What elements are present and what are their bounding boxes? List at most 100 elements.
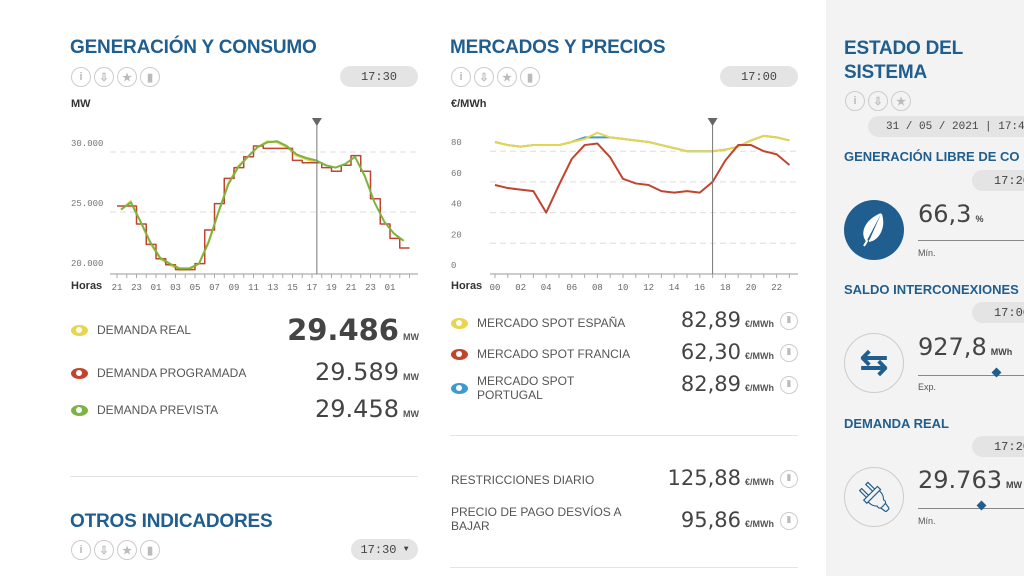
eye-icon[interactable] xyxy=(451,382,468,394)
exchange-arrows-icon: ⇆ xyxy=(844,333,904,393)
legend-spot-francia[interactable]: MERCADO SPOT FRANCIA xyxy=(451,347,630,361)
mer-time[interactable]: 17:00 xyxy=(720,66,798,87)
estado-datetime[interactable]: 31 / 05 / 2021 | 17:4 xyxy=(868,116,1024,137)
x-tick-label: 19 xyxy=(326,283,337,293)
y-tick-label: 25.000 xyxy=(71,199,103,209)
x-tick-label: 20 xyxy=(746,283,757,293)
info-icon[interactable]: i xyxy=(71,540,91,560)
divider xyxy=(70,476,418,477)
scale-min-label: Mín. xyxy=(918,248,936,258)
legend-demanda-prevista[interactable]: DEMANDA PREVISTA xyxy=(71,403,218,417)
info-icon[interactable]: i xyxy=(845,91,865,111)
mer-actions: i ⇩ ★ ▮ xyxy=(451,67,540,87)
divider xyxy=(450,435,798,436)
star-icon[interactable]: ★ xyxy=(117,67,137,87)
block-title: SALDO INTERCONEXIONES xyxy=(844,282,1019,297)
legend-label: DEMANDA PROGRAMADA xyxy=(97,366,247,380)
y-tick-label: 40 xyxy=(451,200,462,210)
x-tick-label: 23 xyxy=(131,283,142,293)
block-title: DEMANDA REAL xyxy=(844,416,949,431)
download-icon[interactable]: ⇩ xyxy=(868,91,888,111)
star-icon[interactable]: ★ xyxy=(497,67,517,87)
x-tick-label: 05 xyxy=(190,283,201,293)
caret-down-icon: ▼ xyxy=(403,545,409,554)
series-line xyxy=(120,140,405,270)
info-icon[interactable]: i xyxy=(71,67,91,87)
legend-label: MERCADO SPOT ESPAÑA xyxy=(477,316,626,330)
series-line xyxy=(494,142,791,214)
eye-icon[interactable] xyxy=(451,317,468,329)
demanda-real-value: 29.486 MW xyxy=(287,313,419,347)
block-time[interactable]: 17:20 xyxy=(972,170,1024,191)
x-tick-label: 23 xyxy=(365,283,376,293)
value: 82,89 xyxy=(680,372,741,396)
x-tick-label: 02 xyxy=(515,283,526,293)
otros-actions: i ⇩ ★ ▮ xyxy=(71,540,160,560)
chart-icon[interactable]: ▮ xyxy=(780,312,798,330)
y-tick-label: 80 xyxy=(451,138,462,148)
chart-icon[interactable]: ▮ xyxy=(140,67,160,87)
star-icon[interactable]: ★ xyxy=(117,540,137,560)
x-tick-label: 11 xyxy=(248,283,259,293)
value: 66,3 xyxy=(918,200,972,228)
chart-icon[interactable]: ▮ xyxy=(780,344,798,362)
unit: MW xyxy=(1005,480,1022,490)
chart-icon[interactable]: ▮ xyxy=(780,512,798,530)
value: 125,88 xyxy=(667,466,741,490)
unit: €/MWh xyxy=(745,519,774,529)
download-icon[interactable]: ⇩ xyxy=(474,67,494,87)
unit: MWh xyxy=(990,347,1013,357)
value: 29.458 xyxy=(315,395,399,423)
legend-demanda-programada[interactable]: DEMANDA PROGRAMADA xyxy=(71,366,246,380)
block-time[interactable]: 17:00 xyxy=(972,302,1024,323)
chart-icon[interactable]: ▮ xyxy=(780,470,798,488)
mer-title: MERCADOS Y PRECIOS xyxy=(450,37,666,58)
estado-panel: ESTADO DEL SISTEMA i ⇩ ★ 31 / 05 / 2021 | … xyxy=(826,0,1024,576)
gen-title: GENERACIÓN Y CONSUMO xyxy=(70,37,317,58)
eye-icon[interactable] xyxy=(71,404,88,416)
spot-espana-value: 82,89 €/MWh ▮ xyxy=(681,308,798,332)
eye-icon[interactable] xyxy=(71,324,88,336)
mer-chart: 0 20 40 60 80 00 02 04 06 08 10 12 14 16 18 20 22 xyxy=(451,118,798,293)
block-time[interactable]: 17:20 xyxy=(972,436,1024,457)
range-scale xyxy=(918,375,1024,376)
legend-spot-portugal[interactable]: MERCADO SPOT PORTUGAL xyxy=(451,374,611,402)
chart-icon[interactable]: ▮ xyxy=(520,67,540,87)
y-tick-label: 30.000 xyxy=(71,139,103,149)
spot-francia-value: 62,30 €/MWh ▮ xyxy=(681,340,798,364)
eye-icon[interactable] xyxy=(71,367,88,379)
range-scale xyxy=(918,508,1024,509)
scale-min-label: Mín. xyxy=(918,516,936,526)
demanda-real-sistema-value: 29.763 MW xyxy=(918,466,1022,494)
value: 29.486 xyxy=(287,313,399,347)
value: 29.763 xyxy=(918,466,1002,494)
mer-x-label: Horas xyxy=(451,280,483,292)
x-tick-label: 09 xyxy=(229,283,240,293)
scale-exp-label: Exp. xyxy=(918,382,937,392)
unit: MW xyxy=(403,409,419,419)
x-tick-label: 04 xyxy=(541,283,552,293)
download-icon[interactable]: ⇩ xyxy=(94,540,114,560)
series-line xyxy=(494,131,790,153)
info-icon[interactable]: i xyxy=(451,67,471,87)
star-icon[interactable]: ★ xyxy=(891,91,911,111)
current-time-marker xyxy=(311,118,322,126)
chart-icon[interactable]: ▮ xyxy=(780,376,798,394)
leaf-icon xyxy=(844,200,904,260)
download-icon[interactable]: ⇩ xyxy=(94,67,114,87)
legend-spot-espana[interactable]: MERCADO SPOT ESPAÑA xyxy=(451,316,625,330)
restricciones-value: 125,88 €/MWh ▮ xyxy=(668,466,798,490)
otros-time-select[interactable]: 17:30 ▼ xyxy=(351,539,418,560)
gen-time[interactable]: 17:30 xyxy=(340,66,418,87)
time: 17:30 xyxy=(360,542,397,557)
gen-actions: i ⇩ ★ ▮ xyxy=(71,67,160,87)
x-tick-label: 06 xyxy=(566,283,577,293)
x-tick-label: 00 xyxy=(490,283,501,293)
chart-icon[interactable]: ▮ xyxy=(140,540,160,560)
x-tick-label: 07 xyxy=(209,283,220,293)
legend-demanda-real[interactable]: DEMANDA REAL xyxy=(71,323,191,337)
y-tick-label: 60 xyxy=(451,169,462,179)
saldo-value: 927,8 MWh xyxy=(918,333,1012,361)
x-tick-label: 17 xyxy=(307,283,318,293)
eye-icon[interactable] xyxy=(451,348,468,360)
